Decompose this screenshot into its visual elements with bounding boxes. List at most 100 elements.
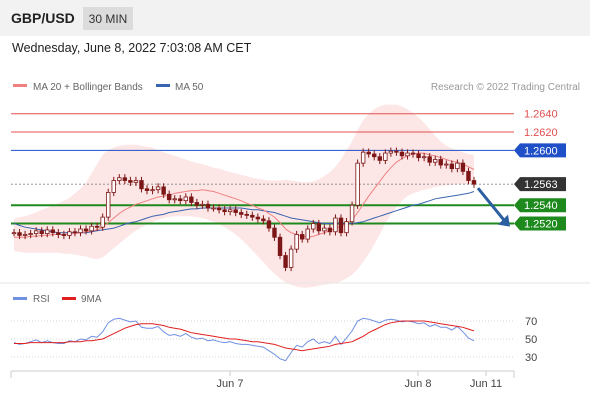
level-label-1.2640: 1.2640 xyxy=(524,109,558,121)
candle xyxy=(161,186,166,195)
rsi-line xyxy=(13,317,475,362)
candle xyxy=(416,153,421,159)
candle xyxy=(111,180,116,193)
candle xyxy=(283,255,288,268)
candle xyxy=(277,236,283,256)
candle xyxy=(17,232,22,236)
timeframe-button[interactable]: 30 MIN xyxy=(83,7,133,30)
level-tag-1.2520 xyxy=(514,216,566,231)
rsi-tick-label: 50 xyxy=(525,334,537,346)
candle xyxy=(294,234,299,250)
candle xyxy=(94,225,100,228)
rsi-plot: 30 50 70 xyxy=(11,316,537,364)
candle xyxy=(344,221,349,234)
candle xyxy=(78,228,83,234)
ma50-line xyxy=(13,191,475,234)
candle xyxy=(144,188,150,191)
candle xyxy=(28,233,33,235)
candle xyxy=(288,248,294,268)
ma50-legend-label: MA 50 xyxy=(175,82,204,93)
candle xyxy=(172,198,177,201)
candle xyxy=(438,159,443,166)
candle xyxy=(316,223,322,232)
candle xyxy=(338,217,344,234)
candle xyxy=(194,202,200,206)
ma9-legend-label: 9MA xyxy=(81,294,102,305)
candle xyxy=(200,203,205,206)
candle xyxy=(155,186,161,191)
forecast-arrowhead xyxy=(498,214,510,227)
x-tick-label: Jun 11 xyxy=(470,378,502,390)
x-tick-label: Jun 7 xyxy=(217,378,244,390)
candle xyxy=(366,151,371,155)
candle xyxy=(399,151,405,157)
candle xyxy=(239,212,244,215)
candle xyxy=(377,156,382,161)
candle xyxy=(139,180,144,190)
candle xyxy=(166,193,172,201)
level-label-1.2620: 1.2620 xyxy=(524,127,558,139)
ma9-legend-swatch xyxy=(62,297,76,300)
candle xyxy=(22,234,28,236)
candle xyxy=(45,229,50,234)
rsi-legend-label: RSI xyxy=(33,294,50,305)
candle xyxy=(455,162,460,170)
candle xyxy=(322,227,327,232)
candle xyxy=(227,209,233,213)
candle xyxy=(211,207,216,210)
candle xyxy=(383,152,388,161)
candle xyxy=(72,231,78,234)
symbol-label: GBP/USD xyxy=(11,10,75,26)
candle xyxy=(89,225,94,232)
credit-label: Research © 2022 Trading Central xyxy=(431,82,580,93)
candle xyxy=(50,229,55,234)
candle xyxy=(122,177,128,181)
candle xyxy=(11,232,17,235)
candle xyxy=(106,192,111,218)
level-label-1.2520: 1.2520 xyxy=(524,219,558,231)
candle xyxy=(244,213,249,216)
candle xyxy=(100,216,105,228)
candle xyxy=(272,227,277,238)
rsi-tick-label: 30 xyxy=(525,352,537,364)
candle xyxy=(133,180,139,183)
candle xyxy=(471,180,477,185)
candle xyxy=(189,196,194,203)
candle xyxy=(388,150,394,154)
forecast-arrow xyxy=(476,187,508,224)
candle xyxy=(33,230,39,234)
candle xyxy=(61,234,67,236)
x-axis-labels: Jun 7 Jun 8 Jun 11 xyxy=(217,371,502,390)
datetime-label: Wednesday, June 8, 2022 7:03:08 AM CET xyxy=(12,41,252,55)
candle xyxy=(83,228,89,232)
candle xyxy=(150,189,155,192)
x-tick-label: Jun 8 xyxy=(405,378,432,390)
candle xyxy=(349,204,355,223)
candle xyxy=(460,162,466,172)
candle xyxy=(56,232,61,235)
level-tag-1.2563 xyxy=(514,177,566,192)
candle xyxy=(178,198,183,202)
level-tag-1.2600 xyxy=(514,143,566,158)
candle xyxy=(449,163,455,170)
level-label-1.2600: 1.2600 xyxy=(524,145,558,157)
candle xyxy=(117,177,122,181)
candle xyxy=(299,234,305,240)
candle xyxy=(421,156,427,159)
candle xyxy=(410,152,416,155)
candle xyxy=(128,180,133,183)
candle xyxy=(333,217,338,233)
candle xyxy=(216,207,222,211)
rsi-9ma-line xyxy=(14,320,475,352)
candle xyxy=(327,227,333,233)
candle xyxy=(360,151,366,164)
candle xyxy=(233,209,238,213)
rsi-legend-swatch xyxy=(13,297,27,300)
candle xyxy=(433,159,438,163)
candle xyxy=(466,170,471,181)
candle xyxy=(372,153,377,158)
candle xyxy=(311,223,316,230)
candle xyxy=(250,214,255,218)
rsi-tick-label: 70 xyxy=(525,316,537,328)
